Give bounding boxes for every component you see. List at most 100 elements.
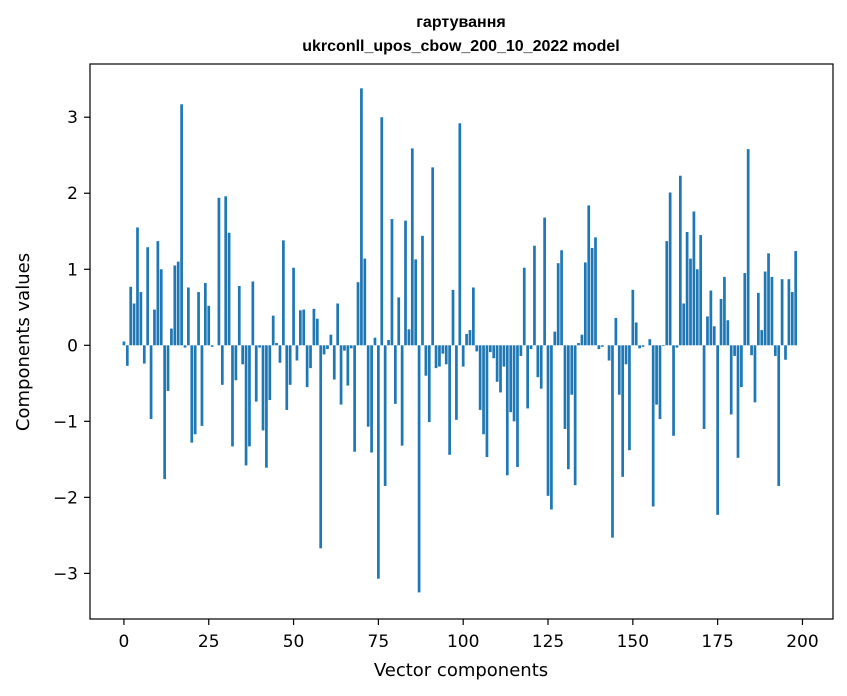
bar-component-133 <box>573 345 577 486</box>
bar-component-176 <box>719 298 723 346</box>
bar-component-11 <box>159 269 163 346</box>
y-tick-label: −2 <box>53 488 78 508</box>
bar-component-155 <box>648 339 652 346</box>
x-tick-label: 0 <box>119 632 130 652</box>
bar-component-91 <box>431 167 435 346</box>
bar-component-130 <box>563 345 567 429</box>
bar-component-174 <box>712 326 716 346</box>
bar-component-165 <box>682 303 686 346</box>
bar-component-68 <box>353 345 356 452</box>
bar-component-177 <box>723 276 726 346</box>
bar-component-51 <box>295 345 299 361</box>
bar-component-151 <box>634 322 638 346</box>
bar-component-139 <box>594 237 597 346</box>
y-tick-label: −3 <box>53 564 78 584</box>
bar-component-16 <box>176 261 180 346</box>
bars-group <box>122 88 798 593</box>
bar-component-98 <box>455 345 458 420</box>
bar-component-132 <box>570 345 574 395</box>
bar-component-175 <box>716 345 719 515</box>
bar-component-73 <box>370 345 373 453</box>
bar-component-115 <box>512 345 516 422</box>
x-tick-label: 75 <box>368 632 390 652</box>
bar-component-39 <box>254 345 258 402</box>
bar-component-107 <box>485 345 489 458</box>
bar-component-138 <box>590 247 594 346</box>
bar-component-137 <box>587 205 591 346</box>
bar-component-96 <box>448 345 451 455</box>
bar-component-55 <box>309 345 312 369</box>
bar-component-178 <box>726 320 730 346</box>
bar-component-72 <box>366 345 370 427</box>
bar-component-103 <box>472 287 475 346</box>
bar-component-5 <box>139 292 143 346</box>
bar-component-117 <box>519 345 523 356</box>
bar-component-50 <box>292 267 295 346</box>
bar-component-193 <box>777 345 781 486</box>
bar-component-17 <box>180 104 183 346</box>
bar-component-167 <box>689 258 692 346</box>
bar-component-19 <box>187 287 190 346</box>
bar-component-156 <box>651 345 655 507</box>
bar-component-31 <box>227 232 231 346</box>
bar-component-159 <box>662 345 665 347</box>
bar-component-46 <box>278 345 282 363</box>
bar-component-148 <box>624 345 628 365</box>
bar-component-24 <box>203 282 207 346</box>
bar-component-100 <box>461 345 465 367</box>
bar-component-116 <box>516 345 519 467</box>
y-axis-label: Components values <box>13 253 34 431</box>
bar-component-66 <box>346 345 350 386</box>
bar-component-157 <box>655 345 658 405</box>
bar-component-196 <box>787 279 791 346</box>
bar-component-153 <box>641 345 645 347</box>
bar-component-84 <box>407 329 411 346</box>
bar-component-131 <box>567 345 570 470</box>
bar-component-105 <box>478 345 482 410</box>
bar-component-182 <box>740 345 743 388</box>
bar-component-59 <box>322 345 326 355</box>
bar-component-79 <box>390 219 394 346</box>
bar-component-146 <box>617 345 621 395</box>
bar-component-87 <box>417 345 421 593</box>
bar-component-149 <box>628 345 631 451</box>
bar-component-162 <box>672 345 675 436</box>
bar-component-6 <box>142 345 146 364</box>
bar-component-194 <box>780 279 784 346</box>
bar-component-122 <box>536 345 540 378</box>
x-tick-label: 125 <box>532 632 564 652</box>
y-axis-ticks: −3 −2 −1 0 1 2 3 <box>53 108 90 584</box>
bar-component-179 <box>729 345 733 415</box>
bar-component-63 <box>336 303 340 346</box>
x-tick-label: 175 <box>701 632 733 652</box>
bar-component-163 <box>675 345 679 348</box>
bar-component-2 <box>129 286 133 346</box>
bar-component-8 <box>149 345 153 420</box>
bar-component-29 <box>220 345 224 385</box>
bar-component-145 <box>614 317 618 346</box>
bar-component-180 <box>733 345 736 356</box>
bar-component-192 <box>773 345 777 356</box>
bar-component-190 <box>767 253 770 346</box>
chart-title-line-1: гартування <box>416 14 505 31</box>
bar-component-188 <box>760 330 764 346</box>
bar-component-136 <box>583 262 587 346</box>
bar-component-106 <box>482 345 485 435</box>
bar-component-168 <box>692 211 696 346</box>
bar-component-166 <box>685 232 689 346</box>
bar-component-37 <box>248 345 251 447</box>
bar-component-92 <box>434 345 438 369</box>
bar-component-152 <box>638 345 641 349</box>
bar-component-18 <box>183 345 187 348</box>
bar-component-45 <box>275 343 278 346</box>
bar-component-147 <box>621 345 625 477</box>
bar-component-197 <box>790 292 794 346</box>
bar-component-22 <box>197 292 200 346</box>
bar-component-43 <box>268 345 272 401</box>
bar-component-42 <box>265 345 268 468</box>
bar-component-21 <box>193 345 197 435</box>
bar-component-93 <box>438 345 441 367</box>
bar-component-80 <box>393 345 397 404</box>
bar-component-88 <box>421 235 424 346</box>
bar-component-169 <box>695 269 699 346</box>
